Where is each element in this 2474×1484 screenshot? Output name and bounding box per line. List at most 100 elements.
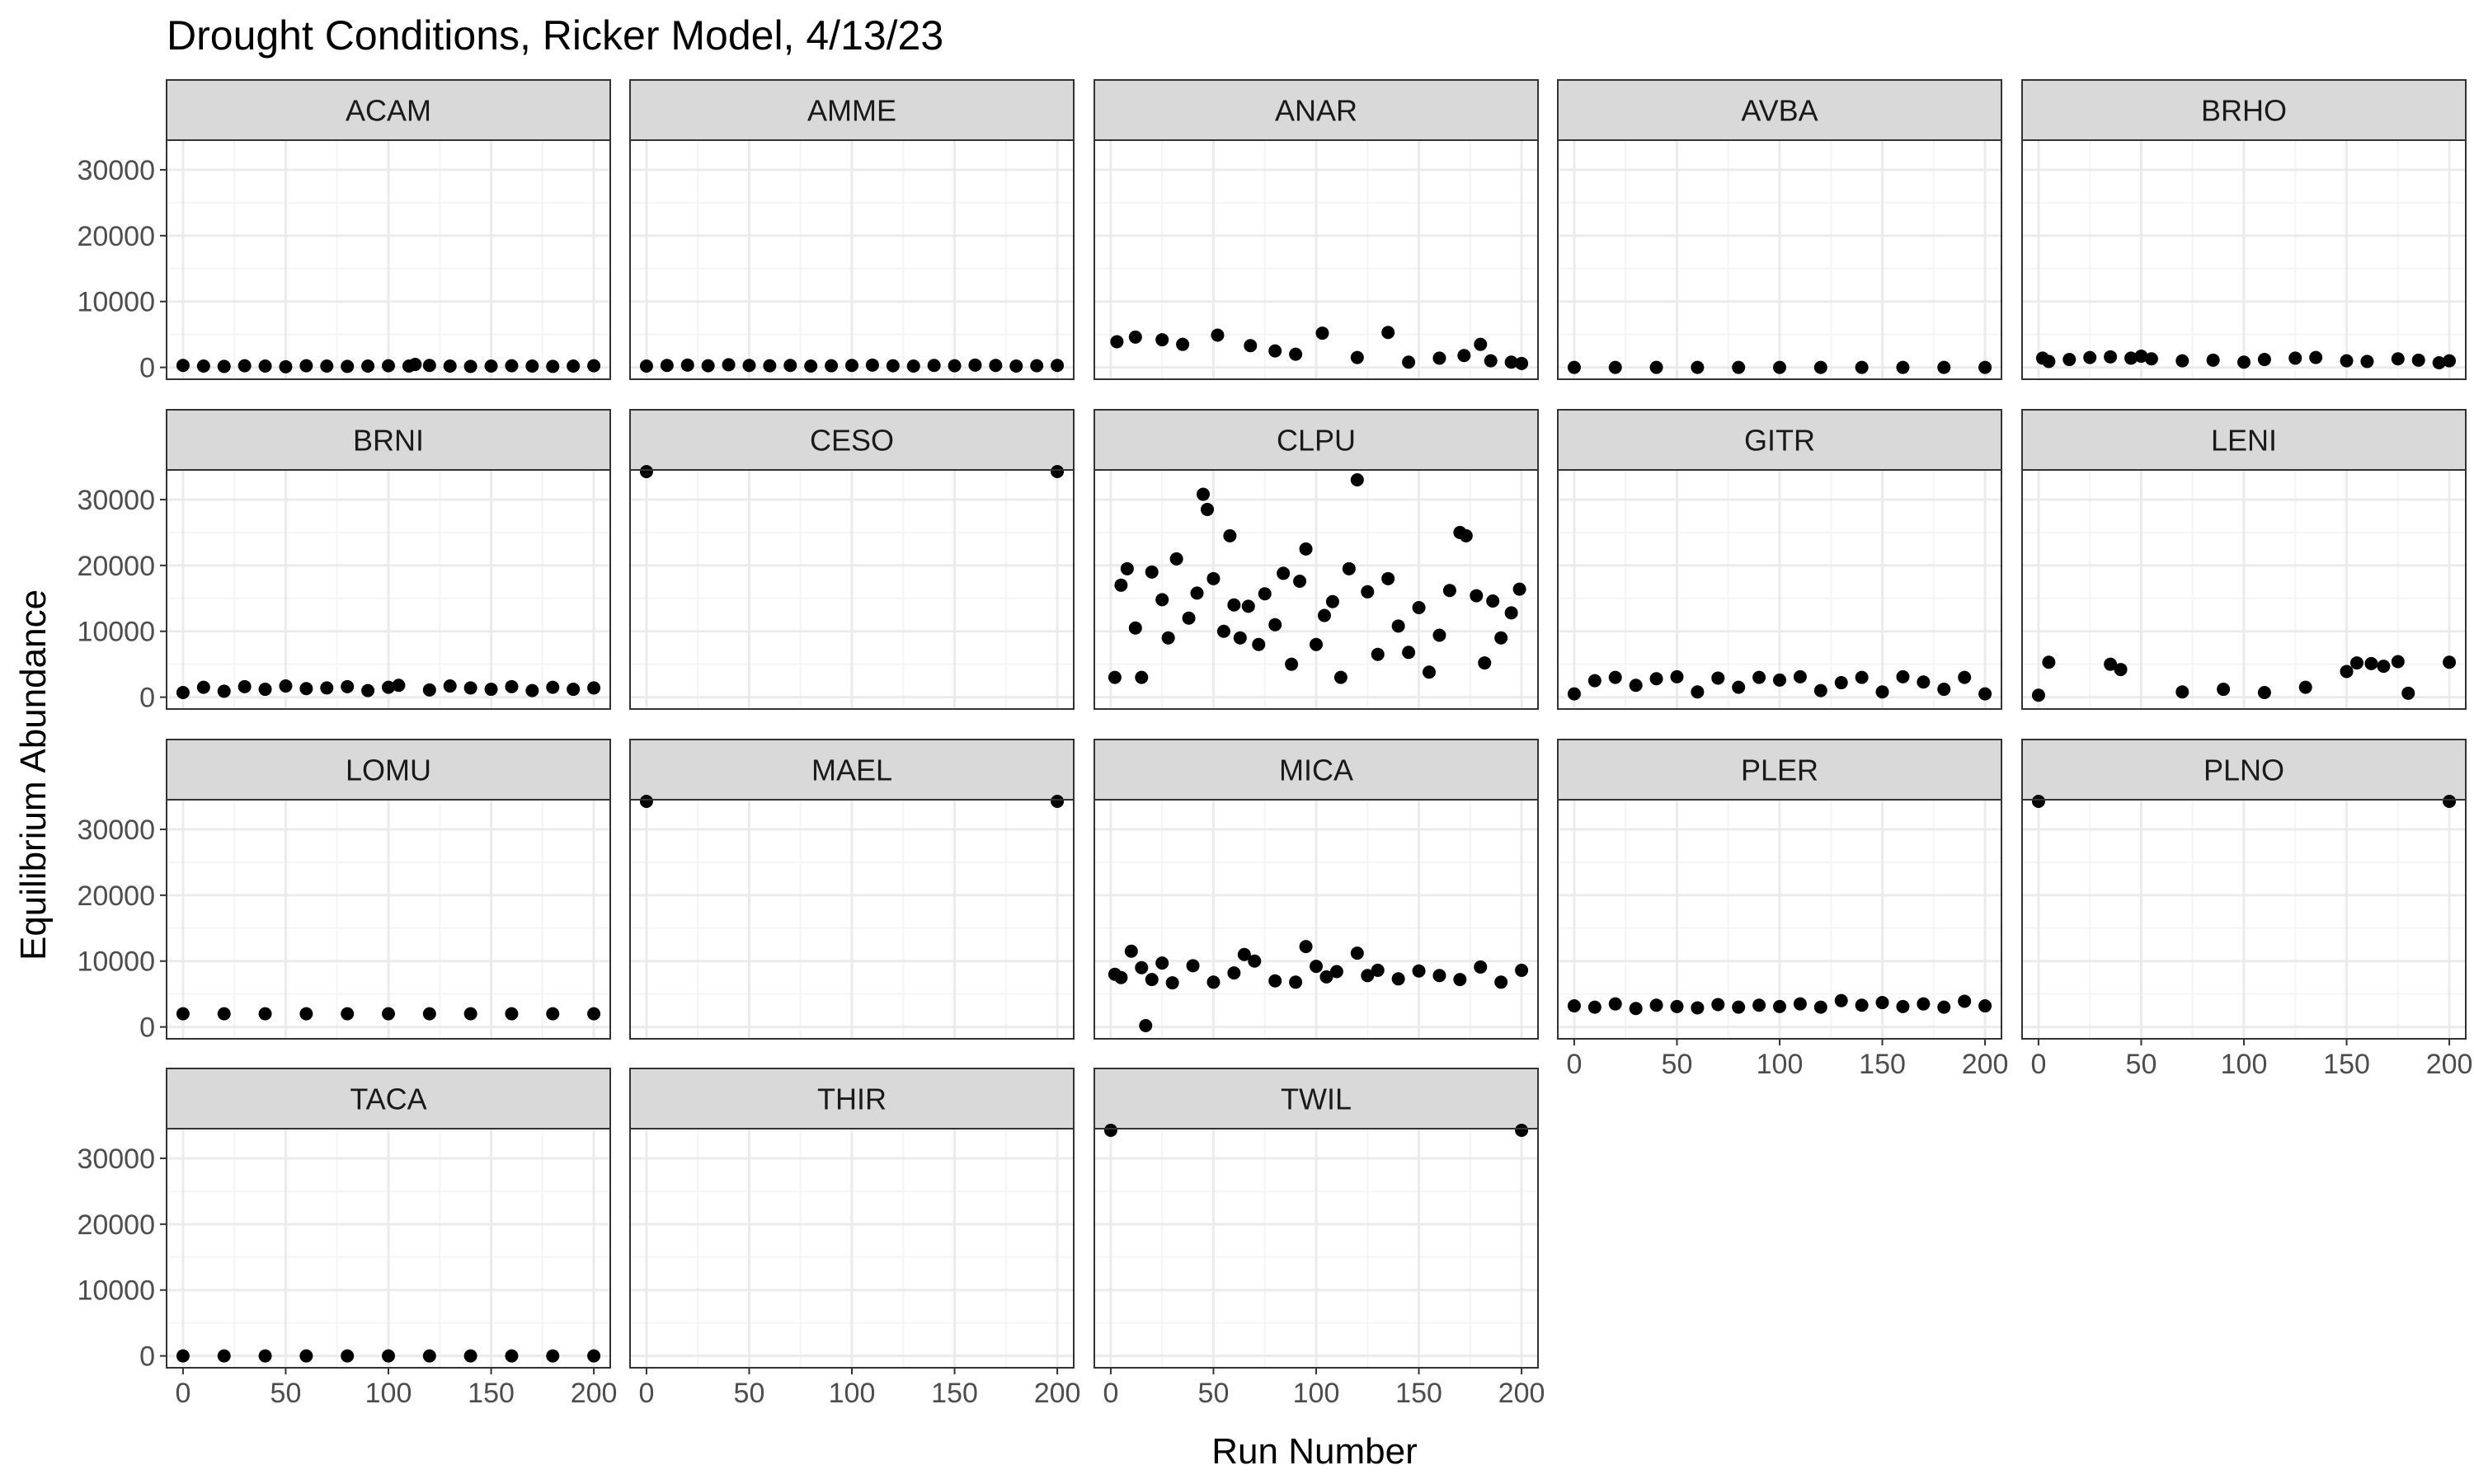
data-point — [422, 359, 436, 373]
data-point — [1896, 669, 1910, 683]
data-point — [2364, 656, 2378, 670]
x-tick-label: 150 — [1859, 1049, 1906, 1080]
data-point — [587, 359, 601, 373]
data-point — [1391, 972, 1405, 986]
data-point — [238, 679, 252, 693]
data-point — [1241, 599, 1255, 613]
data-point — [2042, 655, 2056, 669]
data-point — [1442, 584, 1456, 598]
data-point — [2124, 351, 2138, 365]
y-tick-label: 10000 — [77, 287, 155, 318]
data-point — [1412, 964, 1426, 978]
data-point — [639, 359, 653, 373]
data-point — [1793, 669, 1807, 683]
data-point — [196, 680, 210, 694]
data-point — [2104, 657, 2118, 671]
data-point — [1051, 465, 1065, 478]
data-point — [2288, 351, 2302, 365]
data-point — [763, 359, 777, 373]
data-point — [1917, 675, 1931, 689]
data-point — [1350, 472, 1364, 486]
facet-strip — [2021, 79, 2467, 141]
data-point — [1206, 571, 1221, 585]
data-point — [1567, 687, 1581, 701]
facet-panel: LOMU 0 10000 20000 30000 — [77, 739, 611, 1044]
x-tick-label: 150 — [1395, 1378, 1442, 1409]
facet-panel: ACAM 0 10000 20000 30000 — [77, 79, 611, 384]
data-point — [1381, 571, 1395, 585]
facet-panel: TACA 0 10000 20000 30000 0 50 100 150 200 — [77, 1068, 617, 1409]
data-point — [1197, 487, 1211, 501]
data-point — [1310, 960, 1323, 974]
data-point — [1691, 360, 1705, 374]
data-point — [1381, 326, 1395, 340]
data-point — [299, 1349, 313, 1363]
data-points — [639, 465, 1065, 478]
data-point — [1813, 683, 1827, 697]
x-tick-label: 100 — [1757, 1049, 1804, 1080]
data-point — [258, 683, 272, 697]
data-point — [1459, 528, 1473, 542]
data-point — [1200, 502, 1214, 516]
data-point — [1649, 360, 1663, 374]
data-point — [176, 1349, 190, 1363]
data-point — [392, 679, 406, 693]
facet-strip — [1094, 1068, 1539, 1129]
data-point — [2411, 353, 2425, 367]
data-point — [2144, 352, 2158, 366]
data-point — [299, 1007, 313, 1021]
y-tick-label: 20000 — [77, 551, 155, 582]
data-point — [1875, 996, 1889, 1010]
data-point — [1114, 970, 1128, 984]
data-point — [1567, 999, 1581, 1013]
data-point — [1875, 685, 1889, 699]
data-point — [1486, 594, 1500, 608]
data-point — [2042, 355, 2056, 369]
data-point — [279, 679, 293, 693]
data-point — [2134, 350, 2148, 364]
facet-panel: MAEL — [629, 739, 1075, 1040]
data-point — [1277, 566, 1291, 580]
data-points — [1103, 1124, 1529, 1137]
data-point — [422, 683, 436, 697]
data-point — [1110, 335, 1124, 349]
data-point — [1691, 1001, 1705, 1015]
facet-strip — [166, 79, 611, 141]
data-point — [1128, 621, 1142, 635]
data-point — [1293, 575, 1307, 589]
data-point — [2031, 688, 2045, 702]
data-point — [587, 1007, 601, 1021]
facet-strip-label: TWIL — [1281, 1082, 1352, 1116]
data-points — [1567, 669, 1992, 701]
data-point — [408, 358, 422, 372]
facet-strip-label: AMME — [807, 94, 896, 128]
data-point — [1190, 586, 1204, 600]
x-tick-label: 200 — [571, 1378, 618, 1409]
data-point — [2298, 680, 2312, 694]
data-point — [341, 359, 355, 373]
data-point — [443, 359, 457, 373]
data-point — [2083, 350, 2097, 364]
data-point — [1268, 974, 1282, 988]
facet-strip-label: AVBA — [1741, 94, 1818, 128]
data-point — [1051, 795, 1065, 808]
data-point — [989, 359, 1003, 373]
data-point — [1103, 1124, 1117, 1137]
data-point — [1474, 337, 1488, 351]
data-point — [217, 1349, 231, 1363]
data-point — [2443, 655, 2457, 669]
data-point — [1135, 670, 1149, 684]
facet-strip-label: ACAM — [346, 94, 431, 128]
data-point — [1504, 355, 1518, 369]
data-point — [1289, 347, 1303, 361]
panel-border — [629, 139, 1075, 380]
data-point — [1182, 611, 1196, 625]
data-point — [217, 684, 231, 698]
data-point — [1834, 993, 1848, 1007]
data-point — [1165, 976, 1179, 990]
data-point — [217, 1007, 231, 1021]
data-point — [1834, 676, 1848, 690]
data-point — [341, 679, 355, 693]
data-point — [1608, 360, 1622, 374]
